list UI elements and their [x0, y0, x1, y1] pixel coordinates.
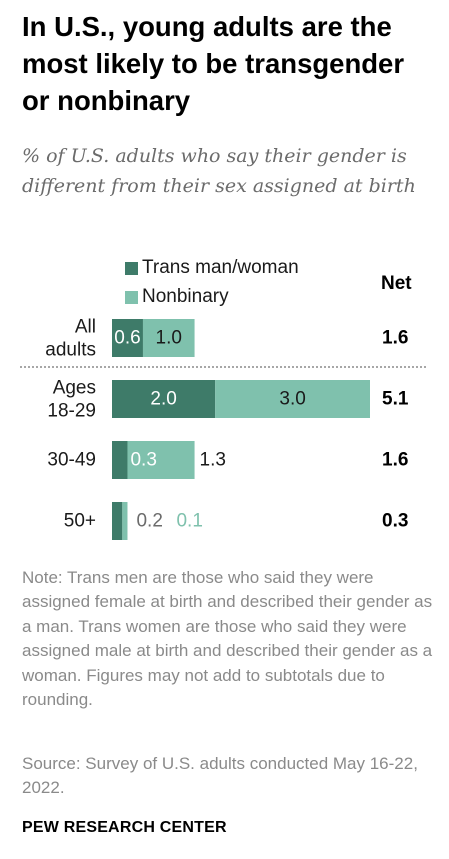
bar-trans: [112, 319, 143, 357]
net-column-header: Net: [381, 273, 412, 294]
chart-note: Note: Trans men are those who said they …: [22, 568, 433, 710]
bar-trans: [112, 380, 216, 418]
category-label: 30-49: [47, 450, 96, 471]
data-label-nonbinary: 1.3: [200, 450, 226, 471]
legend-label-trans: Trans man/woman: [142, 257, 299, 278]
bar-trans: [112, 502, 123, 540]
legend-swatch-trans: [125, 262, 138, 275]
bar-trans: [112, 441, 128, 479]
bar-nonbinary: [127, 441, 195, 479]
data-label-nonbinary: 1.0: [156, 328, 182, 349]
legend-item-trans: Trans man/woman: [125, 255, 299, 284]
data-label-nonbinary: 3.0: [279, 389, 305, 410]
legend-item-nonbinary: Nonbinary: [125, 284, 299, 313]
chart-source: Source: Survey of U.S. adults conducted …: [22, 754, 418, 798]
brand-logo-text: PEW RESEARCH CENTER: [22, 819, 227, 836]
net-value: 1.6: [382, 328, 408, 349]
bar-nonbinary: [142, 319, 195, 357]
bar-chart: All adults 0.6 1.0 1.6 Ages 18-29 2.0 3.0 5.1 30-4…: [20, 316, 427, 540]
category-label: Ages 18-29: [47, 377, 96, 421]
legend: Trans man/woman Nonbinary: [125, 255, 299, 313]
category-label: 50+: [64, 511, 96, 532]
category-label: All adults: [45, 316, 96, 360]
data-label-nonbinary: 0.1: [176, 511, 202, 532]
data-label-trans: 0.2: [136, 511, 162, 532]
data-label-trans: 0.6: [114, 328, 140, 349]
net-value: 0.3: [382, 511, 408, 532]
net-value: 5.1: [382, 389, 409, 410]
data-label-trans: 2.0: [150, 389, 176, 410]
legend-label-nonbinary: Nonbinary: [142, 286, 229, 307]
legend-swatch-nonbinary: [125, 291, 138, 304]
chart-subtitle: % of U.S. adults who say their gender is…: [22, 145, 416, 197]
data-label-trans: 0.3: [130, 450, 156, 471]
bar-nonbinary: [215, 380, 370, 418]
bar-nonbinary: [122, 502, 128, 540]
net-value: 1.6: [382, 450, 408, 471]
chart-title: In U.S., young adults are the most likel…: [22, 11, 405, 116]
